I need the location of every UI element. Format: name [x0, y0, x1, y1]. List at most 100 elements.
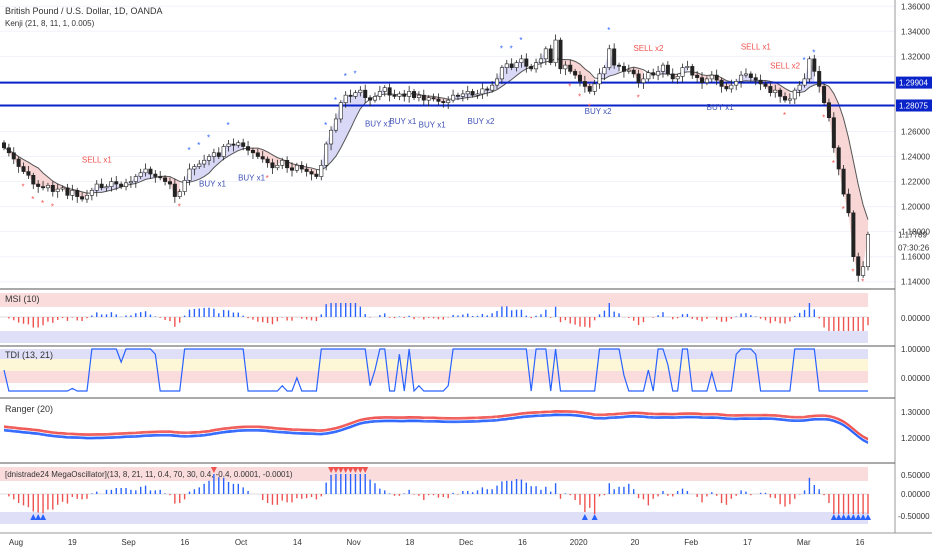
buy-triangle: [850, 514, 857, 520]
buy-marker: *: [334, 96, 337, 105]
mega-tick-0: 0.50000: [901, 471, 930, 480]
buy-triangle: [30, 514, 37, 520]
candle: [172, 178, 177, 203]
candle: [446, 96, 451, 109]
price-tick: 1.34000: [901, 27, 930, 36]
buy-triangle: [845, 514, 852, 520]
candle: [41, 181, 46, 191]
time-label: Oct: [235, 538, 248, 547]
candle: [368, 95, 373, 107]
ranger-tick-1: 1.20000: [901, 434, 930, 443]
candle: [485, 86, 490, 97]
candle: [80, 192, 85, 202]
candle: [138, 168, 143, 180]
signal-label: BUY x2: [467, 117, 495, 126]
candle: [656, 65, 661, 81]
tdi-line: [3, 348, 868, 393]
candle: [495, 73, 500, 89]
candle: [646, 70, 651, 82]
buy-marker: *: [353, 70, 356, 79]
candle: [392, 89, 397, 99]
candle: [685, 60, 690, 71]
buy-marker: *: [812, 48, 815, 57]
candle: [75, 187, 80, 203]
candle: [421, 89, 426, 106]
chart-title: British Pound / U.S. Dollar, 1D, OANDA: [5, 6, 163, 16]
candle: [299, 161, 304, 173]
candle: [783, 92, 788, 103]
ranger-band-line: [3, 415, 869, 444]
sell-marker: *: [22, 183, 25, 192]
candle: [568, 59, 573, 74]
candle: [402, 89, 407, 102]
candlestick-series: [1, 34, 870, 282]
candle: [255, 148, 260, 160]
time-label: 2020: [570, 538, 588, 547]
bar-countdown: 07:30:26: [898, 243, 930, 252]
candle: [846, 188, 851, 217]
candle: [700, 72, 705, 89]
time-axis: Aug 19 Sep 16 Oct 14 Nov 18 Dec 16 2020 20 Feb 17 Mar 1…: [0, 532, 932, 547]
sell-triangle: [362, 467, 369, 473]
buy-marker: *: [500, 45, 503, 54]
candle: [1, 140, 7, 151]
price-tick: 1.18000: [901, 228, 930, 237]
ranger-pane: [0, 397, 895, 444]
signal-label: SELL x2: [633, 44, 663, 53]
candle: [621, 62, 626, 78]
candle: [563, 61, 568, 76]
price-tick: 1.32000: [901, 52, 930, 61]
msi-pane-label: MSI (10): [5, 294, 40, 304]
candle: [21, 162, 26, 175]
time-label: Feb: [684, 538, 698, 547]
sell-marker: *: [861, 278, 864, 287]
candle: [861, 261, 866, 278]
candle: [426, 95, 431, 107]
candle: [465, 85, 470, 101]
candle: [831, 112, 836, 153]
candle: [475, 89, 480, 99]
sell-triangle: [337, 467, 344, 473]
candle: [241, 138, 246, 151]
time-label: Sep: [121, 538, 136, 547]
candle: [807, 56, 812, 83]
candle: [817, 65, 822, 93]
ranger-band-line: [3, 410, 869, 440]
ranger-band-line: [3, 413, 869, 443]
candle: [573, 68, 578, 79]
candle: [11, 147, 16, 165]
candle: [246, 140, 251, 156]
svg-text:1.29904: 1.29904: [899, 79, 928, 88]
moving-average-line: [3, 57, 869, 220]
buy-marker: *: [607, 26, 610, 35]
candle: [319, 159, 324, 181]
candle: [499, 65, 504, 84]
mega-tick-2: -0.50000: [898, 512, 930, 521]
tdi-tick-0: 1.00000: [901, 345, 930, 354]
sell-marker: *: [783, 111, 786, 120]
candle: [148, 166, 153, 180]
candle: [758, 74, 763, 91]
candle: [851, 210, 856, 262]
candle: [812, 54, 817, 77]
tdi-pane-label: TDI (13, 21): [5, 350, 53, 360]
candle: [289, 162, 294, 177]
candle: [158, 171, 163, 181]
candle: [587, 83, 592, 94]
candle: [460, 89, 465, 102]
price-tick: 1.26000: [901, 127, 930, 136]
candle: [260, 151, 265, 163]
candle: [451, 89, 456, 103]
candle: [294, 162, 299, 173]
candle: [348, 89, 353, 103]
candle: [822, 83, 827, 106]
candle: [275, 159, 280, 171]
sell-marker: *: [832, 159, 835, 168]
candle: [387, 83, 392, 102]
price-tick: 1.14000: [901, 278, 930, 287]
candle: [841, 165, 846, 197]
sell-triangle: [342, 467, 349, 473]
time-label: 14: [293, 538, 302, 547]
candle: [216, 147, 221, 160]
